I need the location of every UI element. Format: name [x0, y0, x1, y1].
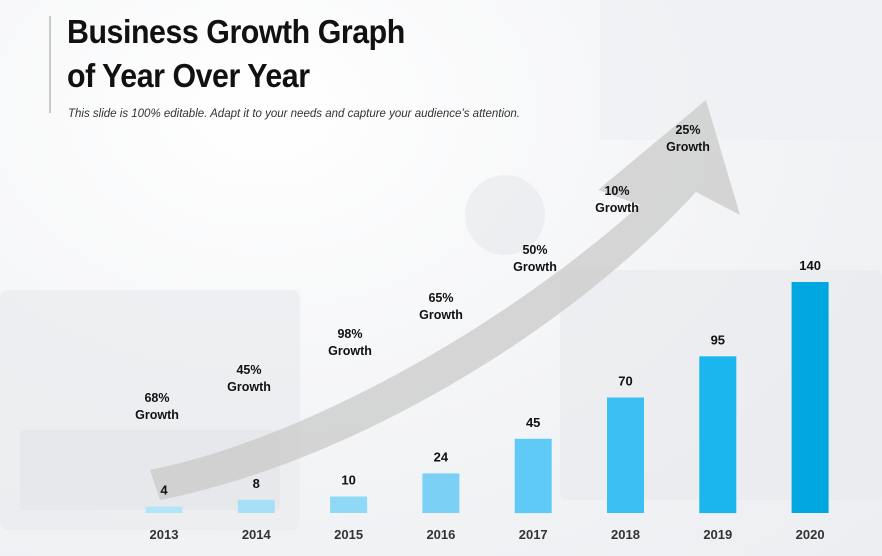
title-line-2: of Year Over Year — [67, 57, 310, 94]
value-label-2020: 140 — [799, 258, 821, 273]
x-tick-label-2014: 2014 — [242, 527, 272, 542]
value-label-2013: 4 — [160, 482, 168, 497]
bar-2018 — [607, 397, 644, 513]
bar-2014 — [237, 499, 275, 513]
bar-2019 — [699, 356, 737, 514]
bar-2017 — [514, 438, 552, 514]
growth-word-label: Growth — [135, 408, 179, 422]
x-tick-label-2019: 2019 — [703, 527, 732, 542]
growth-percent-label: 68% — [144, 391, 169, 405]
value-label-2019: 95 — [711, 332, 725, 347]
x-tick-label-2015: 2015 — [334, 527, 363, 542]
value-label-2017: 45 — [526, 415, 540, 430]
growth-percent-label: 25% — [675, 123, 700, 137]
x-tick-label-2020: 2020 — [796, 527, 825, 542]
bar-2016 — [422, 473, 460, 513]
growth-arrow — [150, 100, 740, 500]
growth-word-label: Growth — [513, 260, 557, 274]
bar-2013 — [145, 506, 183, 513]
value-label-2014: 8 — [253, 476, 260, 491]
growth-word-label: Growth — [328, 344, 372, 358]
growth-percent-label: 65% — [428, 291, 453, 305]
value-label-2015: 10 — [341, 473, 355, 488]
title-line-1: Business Growth Graph — [67, 13, 405, 50]
slide-subtitle: This slide is 100% editable. Adapt it to… — [68, 108, 520, 120]
bar-2015 — [330, 496, 368, 513]
value-label-2016: 24 — [434, 449, 449, 464]
growth-percent-label: 10% — [604, 184, 629, 198]
value-label-2018: 70 — [618, 374, 632, 389]
x-tick-label-2017: 2017 — [519, 527, 548, 542]
growth-percent-label: 45% — [236, 363, 261, 377]
growth-percent-label: 98% — [337, 327, 362, 341]
growth-word-label: Growth — [227, 380, 271, 394]
growth-percent-label: 50% — [522, 243, 547, 257]
title-accent-line — [49, 16, 51, 113]
growth-word-label: Growth — [666, 140, 710, 154]
growth-word-label: Growth — [419, 308, 463, 322]
x-tick-label-2016: 2016 — [426, 527, 455, 542]
growth-word-label: Growth — [595, 201, 639, 215]
bar-2020 — [791, 282, 829, 513]
x-tick-label-2013: 2013 — [150, 527, 179, 542]
x-tick-label-2018: 2018 — [611, 527, 640, 542]
page-title: Business Growth Graph of Year Over Year — [67, 10, 405, 98]
